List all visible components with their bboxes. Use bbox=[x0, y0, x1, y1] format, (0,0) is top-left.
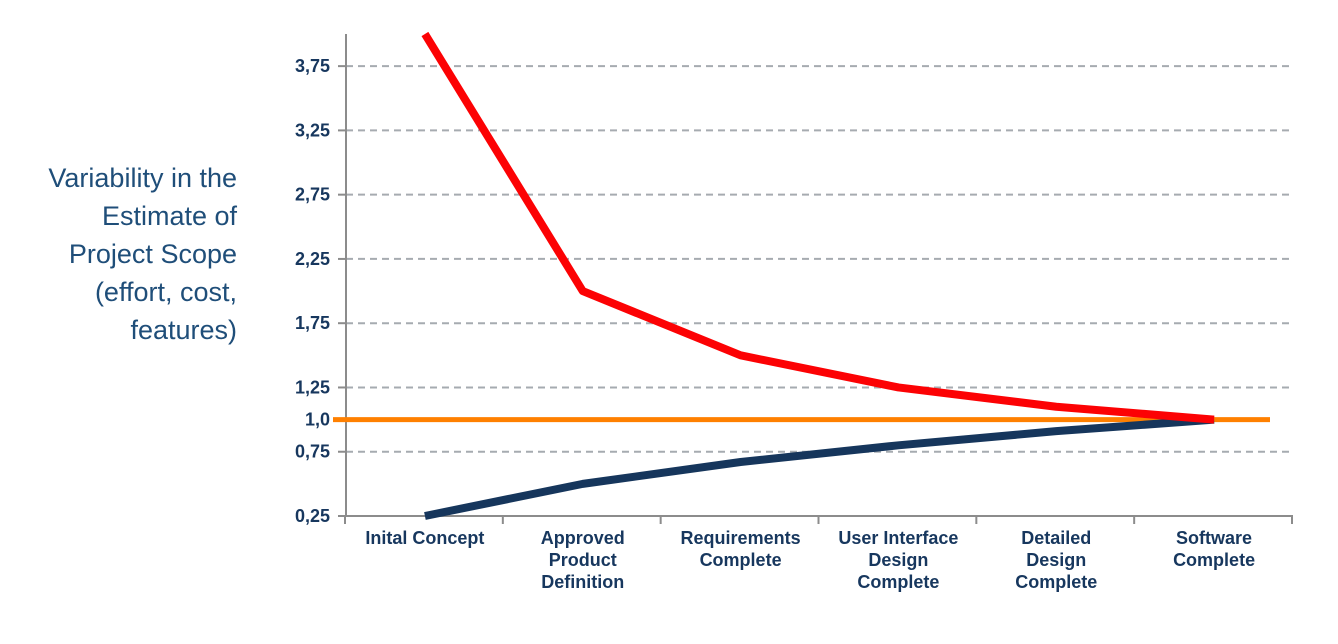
y-tick-label: 3,75 bbox=[295, 56, 330, 76]
category-label: Software Complete bbox=[1125, 527, 1303, 571]
y-axis-title-line: Variability in the bbox=[48, 163, 237, 193]
category-label: User Interface Design Complete bbox=[810, 527, 988, 593]
y-tick-label: 1,75 bbox=[295, 313, 330, 333]
category-label-line: Product bbox=[548, 550, 617, 570]
category-label-line: Inital Concept bbox=[365, 528, 485, 548]
y-tick-label: 2,75 bbox=[295, 185, 330, 205]
y-axis-title-line: (effort, cost, bbox=[94, 277, 237, 307]
category-label: Requirements Complete bbox=[652, 527, 830, 571]
category-label-line: Complete bbox=[1015, 572, 1098, 592]
category-label: Inital Concept bbox=[336, 527, 514, 549]
y-axis-title: Variability in the Estimate of Project S… bbox=[0, 159, 237, 349]
category-label-line: Design bbox=[1026, 550, 1087, 570]
y-axis-title-line: features) bbox=[130, 315, 237, 345]
series-lower-estimate bbox=[424, 415, 1215, 520]
y-axis-title-line: Estimate of bbox=[101, 201, 237, 231]
category-label-line: Complete bbox=[699, 550, 782, 570]
y-tick-label: 0,75 bbox=[295, 442, 330, 462]
y-tick-label: 2,25 bbox=[295, 249, 330, 269]
category-label-line: Complete bbox=[1173, 550, 1256, 570]
y-tick-label: 1,0 bbox=[305, 410, 330, 430]
category-label-line: Approved bbox=[540, 528, 625, 548]
y-tick-label: 3,25 bbox=[295, 120, 330, 140]
category-label-line: Software bbox=[1176, 528, 1253, 548]
category-label: Detailed Design Complete bbox=[967, 527, 1145, 593]
category-label-line: Design bbox=[868, 550, 929, 570]
category-label-line: User Interface bbox=[838, 528, 959, 548]
category-label-line: Complete bbox=[857, 572, 940, 592]
category-label-line: Definition bbox=[541, 572, 625, 592]
y-axis-title-line: Project Scope bbox=[68, 239, 237, 269]
y-tick-label: 0,25 bbox=[295, 506, 330, 526]
series-upper-estimate bbox=[421, 31, 1215, 424]
category-label-line: Detailed bbox=[1021, 528, 1092, 548]
category-label-line: Requirements bbox=[680, 528, 801, 548]
category-label: Approved Product Definition bbox=[494, 527, 672, 593]
y-tick-label: 1,25 bbox=[295, 377, 330, 397]
